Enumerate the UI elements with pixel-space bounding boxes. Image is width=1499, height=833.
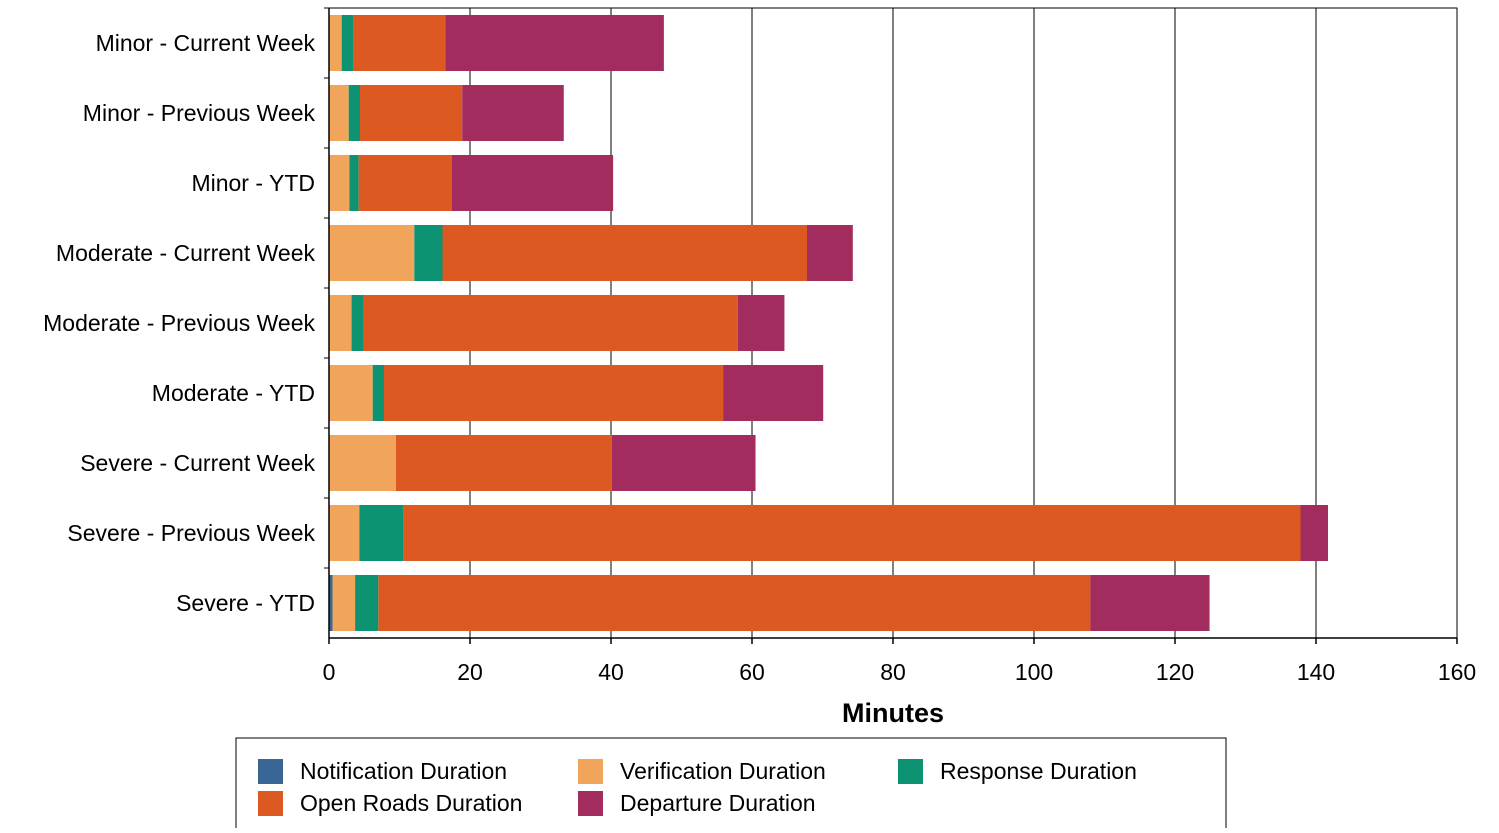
bar-segment-open-roads bbox=[363, 295, 738, 351]
x-tick-label: 140 bbox=[1297, 659, 1335, 685]
bar-segment-departure bbox=[737, 295, 785, 351]
bar-segment-departure bbox=[1090, 575, 1210, 631]
bar-segment-verification bbox=[329, 85, 349, 141]
bars bbox=[329, 15, 1328, 631]
category-label: Severe - Current Week bbox=[80, 450, 315, 476]
legend-swatch bbox=[578, 759, 603, 784]
bar-segment-departure bbox=[445, 15, 664, 71]
legend-swatch bbox=[898, 759, 923, 784]
category-label: Severe - YTD bbox=[176, 590, 315, 616]
legend-box bbox=[235, 737, 1227, 833]
category-label: Minor - Previous Week bbox=[83, 100, 316, 126]
x-axis-title: Minutes bbox=[842, 698, 944, 728]
legend-swatch bbox=[258, 791, 283, 816]
x-tick-label: 160 bbox=[1438, 659, 1476, 685]
category-label: Moderate - Previous Week bbox=[43, 310, 315, 336]
bar-segment-verification bbox=[329, 15, 342, 71]
bar-segment-verification bbox=[329, 435, 396, 491]
bar-segment-open-roads bbox=[395, 435, 612, 491]
legend-label: Notification Duration bbox=[300, 758, 507, 784]
legend-label: Response Duration bbox=[940, 758, 1137, 784]
x-tick-label: 120 bbox=[1156, 659, 1194, 685]
bar-segment-open-roads bbox=[378, 575, 1091, 631]
category-labels: Minor - Current Week Minor - Previous Wee… bbox=[43, 30, 315, 616]
bar-segment-open-roads bbox=[403, 505, 1301, 561]
category-label: Minor - YTD bbox=[191, 170, 315, 196]
x-tick-label: 100 bbox=[1015, 659, 1053, 685]
bar-segment-open-roads bbox=[353, 15, 446, 71]
legend-swatch bbox=[578, 791, 603, 816]
bar-segment-response bbox=[355, 575, 379, 631]
bar-segment-departure bbox=[806, 225, 853, 281]
legend-item: Notification Duration bbox=[258, 758, 507, 784]
bar-segment-verification bbox=[329, 295, 352, 351]
bar-segment-departure bbox=[462, 85, 564, 141]
legend-label: Verification Duration bbox=[620, 758, 826, 784]
x-tick-label: 40 bbox=[598, 659, 624, 685]
bar-segment-verification bbox=[329, 155, 350, 211]
axes bbox=[324, 7, 1458, 644]
legend-item: Departure Duration bbox=[578, 790, 816, 816]
legend: Notification Duration Verification Durati… bbox=[235, 737, 1227, 833]
bar-segment-response bbox=[348, 85, 361, 141]
bar-segment-open-roads bbox=[383, 365, 724, 421]
bar-segment-response bbox=[341, 15, 354, 71]
bar-segment-departure bbox=[723, 365, 824, 421]
legend-item: Open Roads Duration bbox=[258, 790, 522, 816]
legend-label: Open Roads Duration bbox=[300, 790, 522, 816]
bar-segment-verification bbox=[329, 225, 415, 281]
bar-segment-notification bbox=[329, 575, 333, 631]
bar-segment-verification bbox=[329, 365, 373, 421]
legend-swatch bbox=[258, 759, 283, 784]
bar-segment-verification bbox=[332, 575, 356, 631]
x-tick-label: 80 bbox=[880, 659, 906, 685]
bar-segment-open-roads bbox=[360, 85, 463, 141]
legend-label: Departure Duration bbox=[620, 790, 816, 816]
bar-segment-response bbox=[359, 505, 404, 561]
bar-segment-open-roads bbox=[442, 225, 807, 281]
category-label: Moderate - Current Week bbox=[56, 240, 316, 266]
bar-segment-departure bbox=[611, 435, 756, 491]
legend-item: Response Duration bbox=[898, 758, 1137, 784]
category-label: Severe - Previous Week bbox=[67, 520, 315, 546]
x-tick-labels: 0 20 40 60 80 100 120 140 160 bbox=[323, 659, 1477, 685]
bar-segment-verification bbox=[329, 505, 360, 561]
bar-segment-response bbox=[349, 155, 359, 211]
x-tick-label: 0 bbox=[323, 659, 336, 685]
bar-segment-response bbox=[351, 295, 364, 351]
bar-segment-response bbox=[372, 365, 384, 421]
bar-segment-open-roads bbox=[358, 155, 452, 211]
category-label: Moderate - YTD bbox=[152, 380, 315, 406]
category-label: Minor - Current Week bbox=[96, 30, 316, 56]
legend-item: Verification Duration bbox=[578, 758, 826, 784]
bar-segment-response bbox=[414, 225, 443, 281]
x-tick-label: 60 bbox=[739, 659, 765, 685]
x-tick-label: 20 bbox=[457, 659, 483, 685]
bar-segment-departure bbox=[451, 155, 614, 211]
bar-segment-departure bbox=[1300, 505, 1328, 561]
